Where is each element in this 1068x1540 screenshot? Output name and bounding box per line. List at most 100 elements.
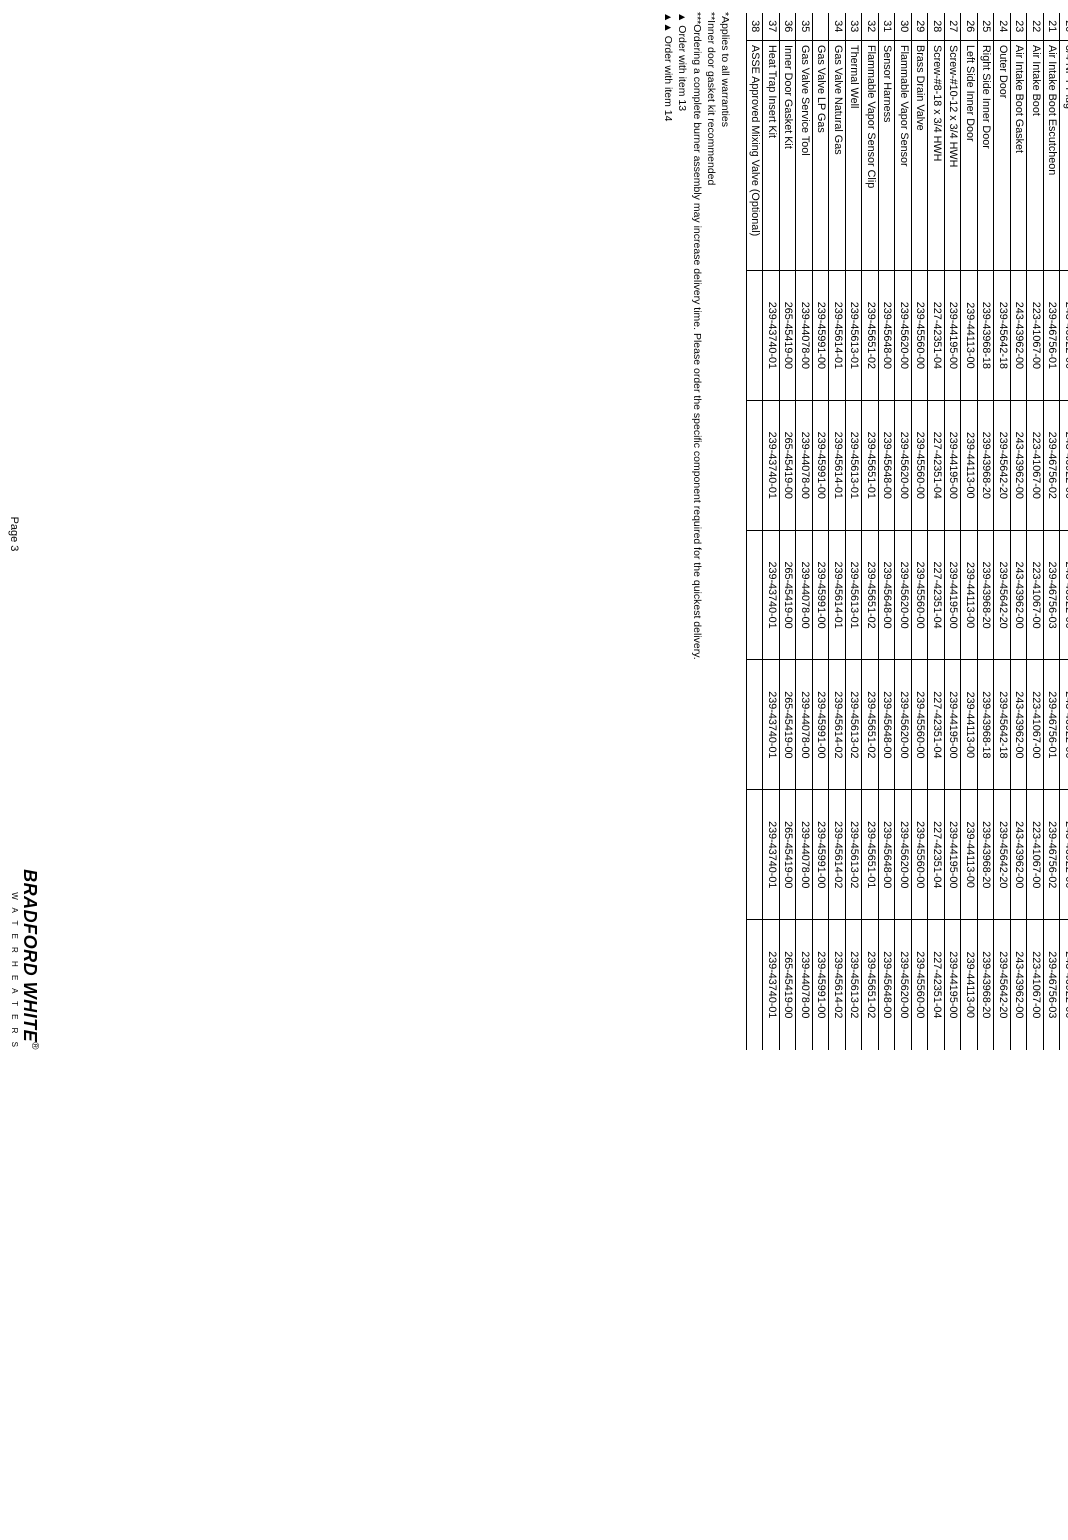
part-number: 223-41067-00 — [1027, 920, 1043, 1050]
part-number — [747, 271, 763, 401]
part-number: 239-45614-01 — [829, 271, 845, 401]
part-number: 239-45991-00 — [812, 660, 828, 790]
part-description: Sensor Harness — [878, 41, 894, 271]
part-description: Right Side Inner Door — [977, 41, 993, 271]
table-row: 38ASSE Approved Mixing Valve (Optional) — [747, 13, 763, 1050]
table-row: 24Outer Door239-45642-18239-45642-20239-… — [994, 13, 1010, 1050]
part-number: 239-45648-00 — [878, 920, 894, 1050]
part-number: 239-45648-00 — [878, 271, 894, 401]
part-description: Air Intake Boot Escutcheon — [1043, 41, 1059, 271]
part-number: 239-43968-18 — [977, 271, 993, 401]
part-number: 239-45651-01 — [862, 790, 878, 920]
part-number: 243-43962-00 — [1010, 790, 1026, 920]
part-number: 265-45419-00 — [779, 530, 795, 660]
part-number: 239-45642-18 — [994, 660, 1010, 790]
part-number: 223-41067-00 — [1027, 271, 1043, 401]
part-number: 227-42351-04 — [928, 530, 944, 660]
part-number: 239-44195-00 — [944, 920, 960, 1050]
part-number — [747, 790, 763, 920]
item-number: 33 — [845, 13, 861, 41]
part-number: 239-44195-00 — [944, 790, 960, 920]
part-description: Flammable Vapor Sensor — [895, 41, 911, 271]
part-number: 239-46756-03 — [1043, 530, 1059, 660]
part-number — [747, 400, 763, 530]
part-number: 239-43740-01 — [763, 271, 779, 401]
part-number: 239-43968-20 — [977, 790, 993, 920]
part-number: 223-41067-00 — [1027, 400, 1043, 530]
item-number: 38 — [747, 13, 763, 41]
part-description: Inner Door Gasket Kit — [779, 41, 795, 271]
part-number: 239-43740-01 — [763, 920, 779, 1050]
part-number: 239-43968-20 — [977, 920, 993, 1050]
part-number: 243-43962-00 — [1010, 660, 1026, 790]
part-number: 239-45560-00 — [911, 400, 927, 530]
table-row: 34Gas Valve Natural Gas239-45614-01239-4… — [829, 13, 845, 1050]
part-description: ASSE Approved Mixing Valve (Optional) — [747, 41, 763, 271]
part-number: 239-45620-00 — [895, 271, 911, 401]
part-number: 239-44113-00 — [961, 790, 977, 920]
part-number: 239-45991-00 — [812, 790, 828, 920]
part-number: 239-45991-00 — [812, 530, 828, 660]
part-number: 239-45620-00 — [895, 660, 911, 790]
item-number: 20 — [1060, 13, 1068, 41]
part-number: 239-44078-00 — [796, 271, 812, 401]
part-number: 243-43962-00 — [1010, 920, 1026, 1050]
part-number: 239-45651-02 — [862, 660, 878, 790]
part-number: 243-46922-00 — [1060, 920, 1068, 1050]
part-number: 265-45419-00 — [779, 660, 795, 790]
part-number: 239-45614-02 — [829, 660, 845, 790]
part-number: 239-44078-00 — [796, 530, 812, 660]
part-number: 239-43740-01 — [763, 790, 779, 920]
part-description: Screw-#10-12 x 3/4 HWH — [944, 41, 960, 271]
part-number: 239-45613-01 — [845, 271, 861, 401]
part-number — [747, 660, 763, 790]
part-number: 239-45651-02 — [862, 271, 878, 401]
part-number: 265-45419-00 — [779, 400, 795, 530]
item-number: 32 — [862, 13, 878, 41]
item-number: 31 — [878, 13, 894, 41]
part-number: 239-44113-00 — [961, 530, 977, 660]
part-number: 243-46922-00 — [1060, 271, 1068, 401]
part-number: 239-45651-01 — [862, 400, 878, 530]
part-number: 239-45642-18 — [994, 271, 1010, 401]
part-number: 239-45648-00 — [878, 530, 894, 660]
part-number: 239-43740-01 — [763, 400, 779, 530]
part-description: Gas Valve LP Gas — [812, 41, 828, 271]
item-number: 22 — [1027, 13, 1043, 41]
part-number: 239-45651-02 — [862, 530, 878, 660]
part-number: 265-45419-00 — [779, 271, 795, 401]
part-description: Left Side Inner Door — [961, 41, 977, 271]
part-number: 239-45613-02 — [845, 660, 861, 790]
part-number: 239-43740-01 — [763, 660, 779, 790]
part-number: 243-43962-00 — [1010, 530, 1026, 660]
footnotes: *Applies to all warranties **Inner door … — [661, 12, 732, 1050]
part-number: 239-45620-00 — [895, 790, 911, 920]
table-row: 203/4 NPT Plug243-46922-00243-46922-0024… — [1060, 13, 1068, 1050]
item-number: 34 — [829, 13, 845, 41]
part-number: 227-42351-04 — [928, 660, 944, 790]
item-number: 25 — [977, 13, 993, 41]
part-number: 239-44078-00 — [796, 790, 812, 920]
part-number: 265-45419-00 — [779, 920, 795, 1050]
part-number: 239-46756-02 — [1043, 400, 1059, 530]
part-number: 239-44078-00 — [796, 920, 812, 1050]
part-number: 239-45651-02 — [862, 920, 878, 1050]
part-description: Screw-#8-18 x 3/4 HWH — [928, 41, 944, 271]
part-description: Air Intake Boot Gasket — [1010, 41, 1026, 271]
part-number: 239-46756-03 — [1043, 920, 1059, 1050]
part-number: 239-45613-01 — [845, 400, 861, 530]
part-number: 239-44113-00 — [961, 400, 977, 530]
part-description: Heat Trap Insert Kit — [763, 41, 779, 271]
table-row: 37Heat Trap Insert Kit239-43740-01239-43… — [763, 13, 779, 1050]
part-number: 239-45614-02 — [829, 920, 845, 1050]
footnote: **Inner door gasket kit recommended — [704, 12, 718, 1050]
item-number: 21 — [1043, 13, 1059, 41]
table-row: 30Flammable Vapor Sensor239-45620-00239-… — [895, 13, 911, 1050]
part-number: 239-45642-20 — [994, 920, 1010, 1050]
table-row: 31Sensor Harness239-45648-00239-45648-00… — [878, 13, 894, 1050]
part-number: 239-45648-00 — [878, 400, 894, 530]
part-number: 227-42351-04 — [928, 271, 944, 401]
part-number: 239-46756-01 — [1043, 271, 1059, 401]
part-number — [747, 920, 763, 1050]
part-number: 239-45991-00 — [812, 400, 828, 530]
